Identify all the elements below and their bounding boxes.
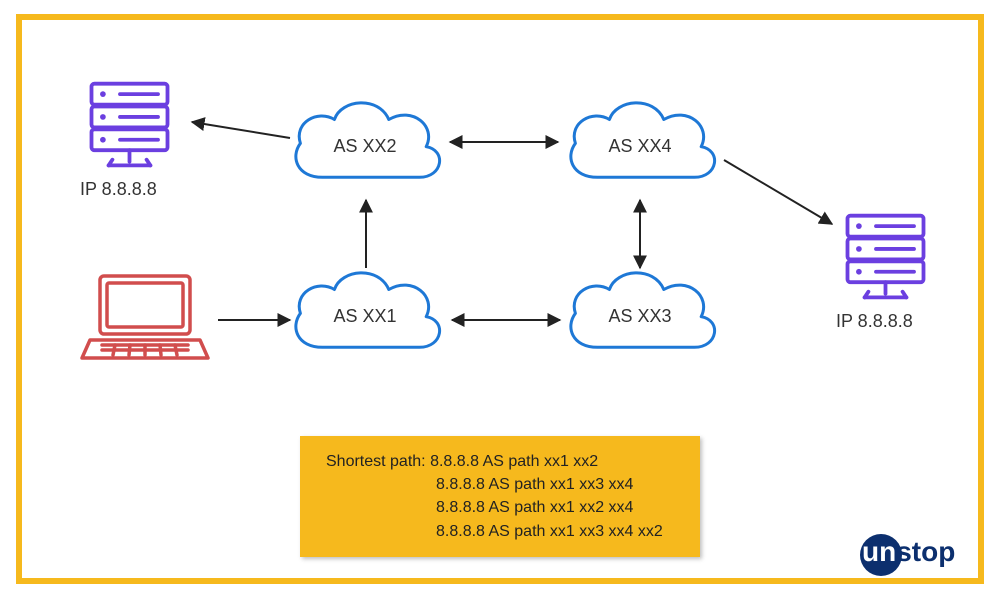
shortest-path-box: Shortest path: 8.8.8.8 AS path xx1 xx2 8… <box>300 436 700 557</box>
pathbox-path-0: 8.8.8.8 AS path xx1 xx2 <box>430 453 598 470</box>
brand-logo: unstop <box>862 536 955 568</box>
logo-part-stop: stop <box>896 536 955 567</box>
logo-part-un: un <box>862 536 896 567</box>
pathbox-line-2: 8.8.8.8 AS path xx1 xx2 xx4 <box>326 496 674 519</box>
pathbox-line-0: Shortest path: 8.8.8.8 AS path xx1 xx2 <box>326 450 674 473</box>
pathbox-title: Shortest path: <box>326 453 426 470</box>
pathbox-line-1: 8.8.8.8 AS path xx1 xx3 xx4 <box>326 473 674 496</box>
pathbox-line-3: 8.8.8.8 AS path xx1 xx3 xx4 xx2 <box>326 520 674 543</box>
